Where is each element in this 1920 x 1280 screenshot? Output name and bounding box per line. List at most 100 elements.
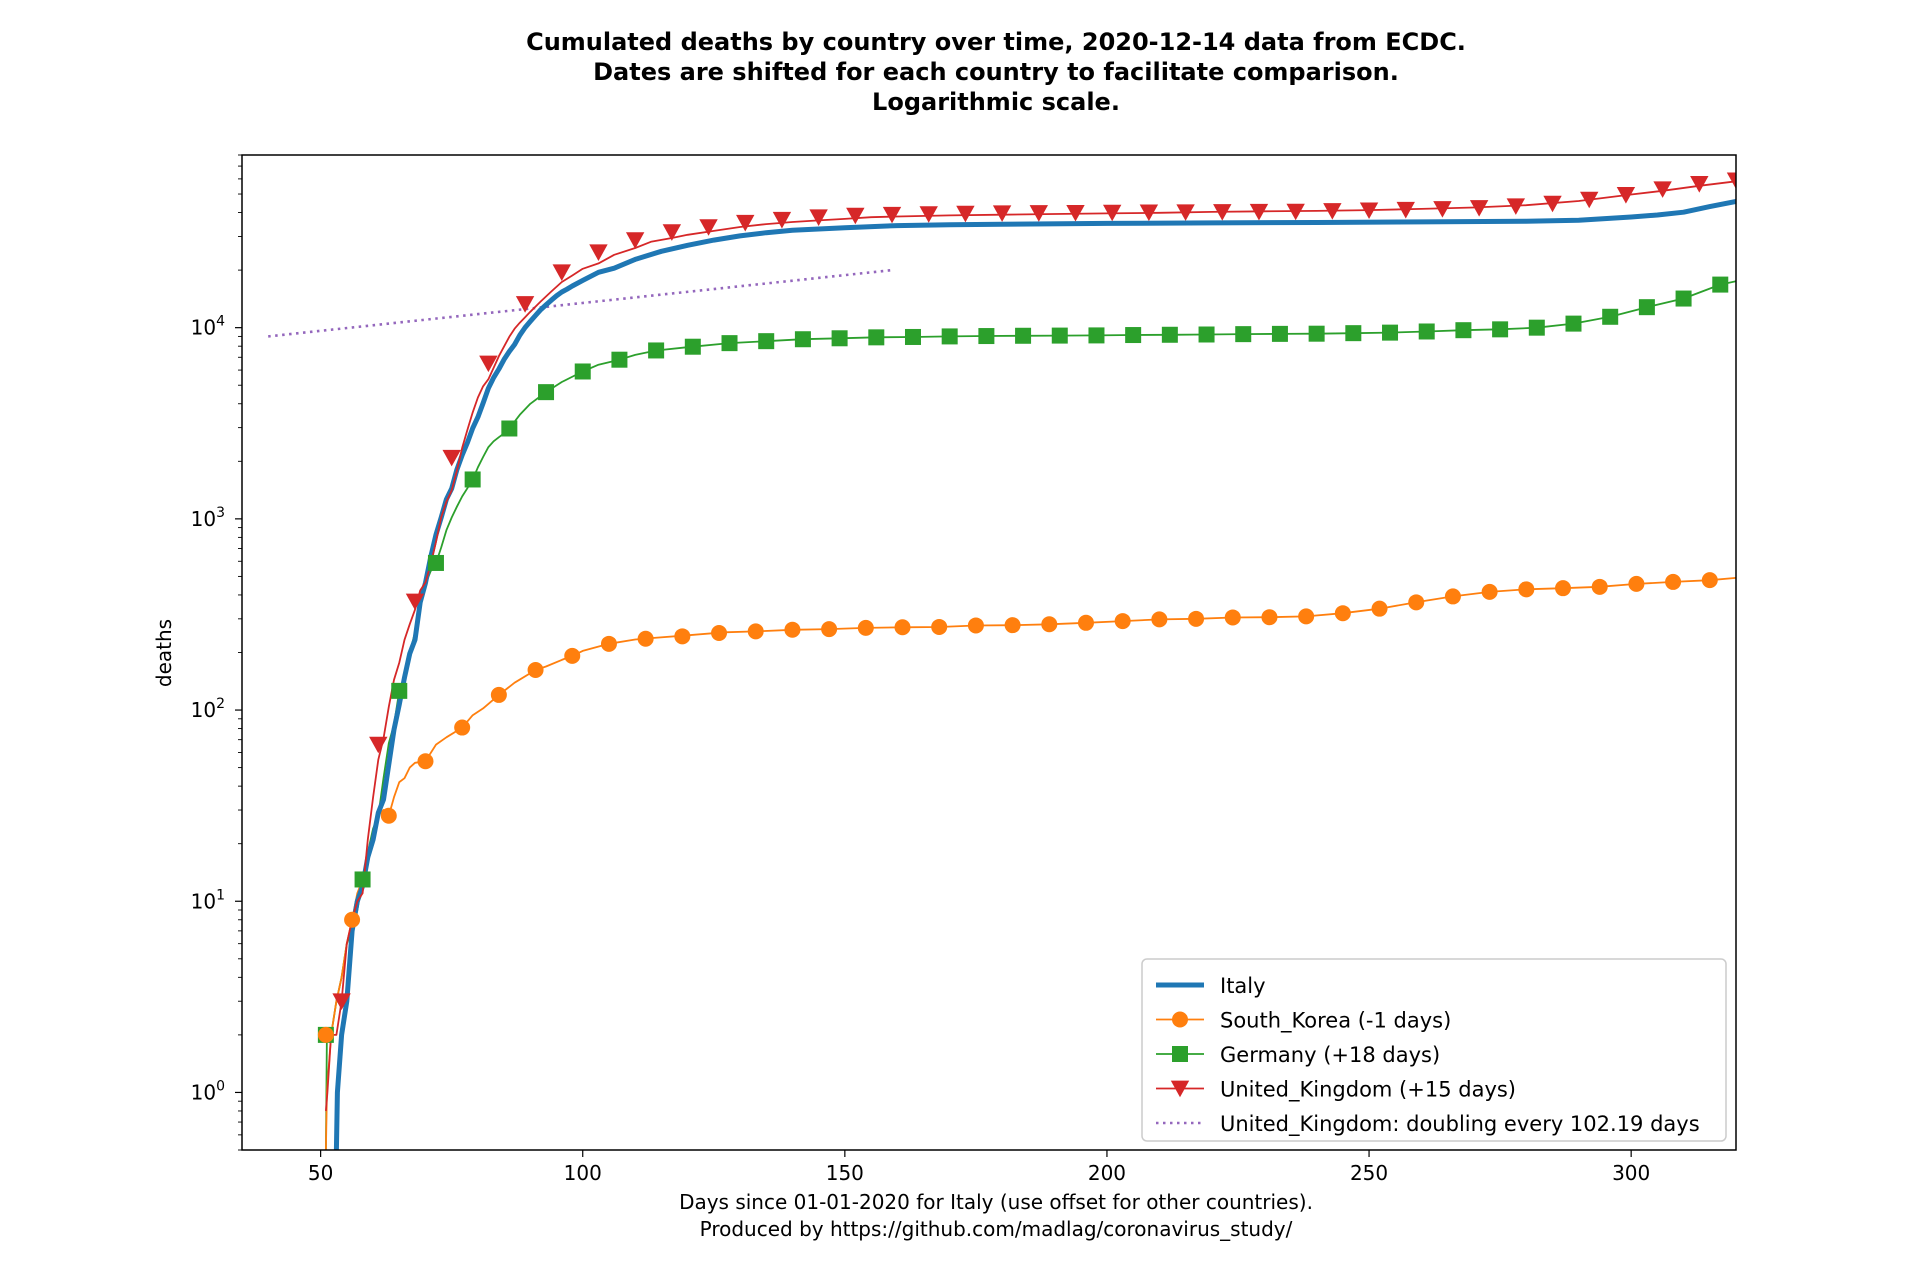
series-2-marker [1088,327,1105,344]
series-2-marker [538,384,555,401]
series-3-marker [1029,205,1048,222]
legend-label-4: United_Kingdom: doubling every 102.19 da… [1220,1112,1700,1137]
series-2-marker [1675,290,1692,307]
series-1-marker [967,617,984,634]
series-3-marker [552,264,571,281]
series-2-marker [831,330,848,347]
series-2-marker [501,420,518,437]
series-1-marker [931,618,948,635]
series-2-marker [1455,322,1472,339]
y-tick-label: 100 [191,1078,225,1104]
series-1-marker [1665,573,1682,590]
series-3-marker [1249,203,1269,221]
series-2-marker [1198,326,1215,343]
series-2-marker [1492,321,1509,338]
series-line-3 [325,180,1736,1112]
series-3-marker [1726,172,1736,190]
series-3-marker [1359,202,1379,220]
series-1-marker [1224,609,1241,626]
series-2-marker [354,871,371,888]
x-tick-label: 150 [826,1161,864,1185]
legend-label-0: Italy [1220,974,1266,998]
series-1-marker [1004,617,1021,634]
series-3-marker [1580,191,1599,209]
series-3-marker [1176,204,1195,221]
series-2-marker [1161,326,1178,343]
series-1-marker [711,624,728,641]
series-2-marker [1602,308,1619,325]
series-1-marker [344,911,361,928]
x-tick-label: 100 [564,1161,602,1185]
series-2-marker [1235,326,1252,343]
series-2-marker [978,328,995,345]
series-1-marker [894,619,911,636]
series-2-marker [1271,325,1288,342]
series-2-marker [1015,327,1032,344]
series-1-marker [857,619,874,636]
series-3-marker [369,736,388,754]
series-2-marker [1565,315,1582,332]
series-1-marker [417,753,434,770]
series-1-marker [1334,605,1351,622]
series-3-marker [1690,176,1709,193]
series-2-marker [794,331,811,348]
y-axis-label: deaths [152,619,176,687]
chart-title-line-1: Cumulated deaths by country over time, 2… [526,28,1466,56]
y-tick-label: 104 [191,314,225,340]
series-1-marker [1188,610,1205,627]
series-3-marker [589,244,608,261]
series-3-marker [1469,200,1489,217]
series-3-marker [479,355,498,373]
series-3-marker [1213,204,1232,221]
series-1-marker [1591,578,1608,595]
series-1-marker [1151,611,1168,628]
series-3-marker [625,232,645,249]
chart-title-line-2: Dates are shifted for each country to fa… [593,58,1399,86]
chart-title-line-3: Logarithmic scale. [872,88,1120,116]
series-1-marker [600,635,617,652]
series-3-marker [1653,181,1672,198]
series-3-marker [992,205,1012,222]
x-axis-label-line-1: Days since 01-01-2020 for Italy (use off… [679,1190,1313,1214]
series-2-marker [611,351,628,368]
series-3-marker [662,224,682,241]
series-1-marker [747,623,764,640]
series-2-marker [1382,324,1399,341]
series-2-marker [1528,319,1545,336]
series-1-marker [1261,609,1278,626]
series-1-marker [1628,575,1645,592]
series-1-marker [564,647,581,664]
legend-label-2: Germany (+18 days) [1220,1043,1440,1067]
legend-box [1141,958,1727,1142]
series-2-marker [427,554,444,571]
series-2-marker [648,342,665,359]
x-tick-label: 250 [1350,1161,1388,1185]
series-1-marker [1701,572,1718,589]
series-3-marker [1396,201,1415,219]
series-1-marker [784,621,801,638]
series-3-marker [919,206,938,223]
series-1-marker [1041,616,1058,633]
series-2-marker [1125,327,1142,344]
legend-marker-1 [1172,1011,1188,1028]
series-3-marker [1286,203,1305,221]
series-2-marker [941,328,958,345]
series-2-marker [904,328,921,345]
x-axis-ticks: 50 100 150 200 250 300 [308,1150,1650,1185]
series-1-marker [674,628,691,645]
series-3-marker [846,207,865,225]
series-3-marker [699,219,718,236]
series-1-marker [1555,580,1572,597]
series-1-marker [1298,608,1315,625]
series-2-marker [1308,325,1325,342]
series-1-marker [1444,588,1461,605]
series-line-2 [325,280,1736,1150]
series-2-marker [464,471,481,488]
y-axis-ticks: 100 101 102 103 104 [191,154,242,1151]
series-1-marker [1371,600,1388,617]
series-1-marker [1518,581,1535,598]
series-2-marker [1638,299,1655,316]
series-3-marker [1102,204,1122,222]
series-3-marker [809,209,828,226]
